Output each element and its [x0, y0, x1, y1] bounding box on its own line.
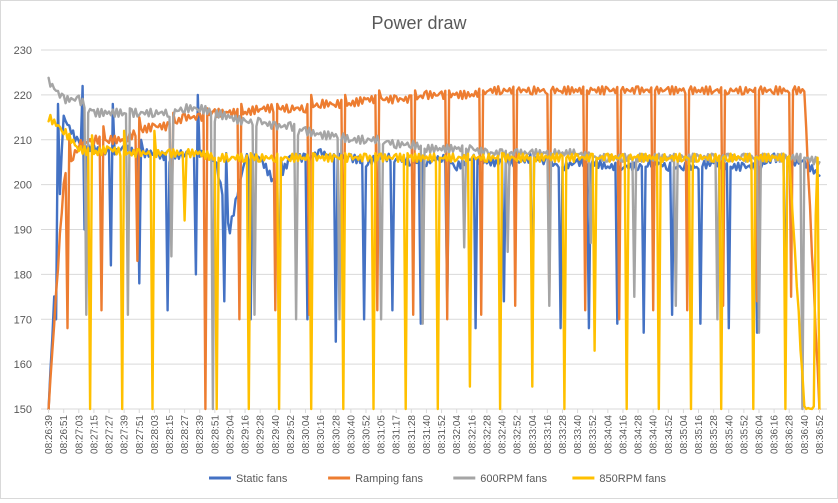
x-tick-label: 08:29:16: [241, 415, 252, 454]
legend: Static fans Ramping fans 600RPM fans 850RPM…: [209, 473, 667, 485]
x-tick-label: 08:34:04: [603, 415, 614, 454]
x-tick-label: 08:36:28: [785, 415, 796, 454]
x-tick-label: 08:34:28: [634, 415, 645, 454]
x-tick-label: 08:27:39: [120, 415, 131, 454]
x-tick-label: 08:27:27: [105, 415, 116, 454]
x-tick-label: 08:29:52: [286, 415, 297, 454]
x-tick-label: 08:31:28: [407, 415, 418, 454]
x-tick-label: 08:33:28: [558, 415, 569, 454]
x-tick-label: 08:32:52: [513, 415, 524, 454]
x-axis-ticks: 08:26:39 08:26:51 08:27:03 08:27:15 08:27:27…: [44, 409, 826, 454]
chart-title: Power draw: [371, 13, 467, 33]
x-tick-label: 08:33:04: [528, 415, 539, 454]
series-layer: [47, 76, 821, 411]
y-tick-label: 220: [14, 90, 32, 102]
x-tick-label: 08:36:16: [770, 415, 781, 454]
x-tick-label: 08:29:28: [256, 415, 267, 454]
gridlines: [41, 49, 827, 410]
y-tick-label: 230: [14, 45, 32, 57]
x-tick-label: 08:31:05: [377, 415, 388, 454]
x-tick-label: 08:30:04: [301, 415, 312, 454]
x-tick-label: 08:35:52: [739, 415, 750, 454]
y-tick-label: 180: [14, 269, 32, 281]
y-tick-label: 210: [14, 135, 32, 147]
x-tick-label: 08:35:04: [679, 415, 690, 454]
x-tick-label: 08:33:16: [543, 415, 554, 454]
x-tick-label: 08:30:28: [331, 415, 342, 454]
legend-label: 600RPM fans: [480, 473, 547, 485]
x-tick-label: 08:33:52: [588, 415, 599, 454]
x-tick-label: 08:28:51: [210, 415, 221, 454]
x-tick-label: 08:35:16: [694, 415, 705, 454]
x-tick-label: 08:28:03: [150, 415, 161, 454]
x-tick-label: 08:32:16: [467, 415, 478, 454]
x-tick-label: 08:35:28: [709, 415, 720, 454]
x-tick-label: 08:30:52: [361, 415, 372, 454]
x-tick-label: 08:29:40: [271, 415, 282, 454]
x-tick-label: 08:32:40: [498, 415, 509, 454]
legend-label: 850RPM fans: [599, 473, 666, 485]
x-tick-label: 08:36:52: [815, 415, 826, 454]
x-tick-label: 08:31:17: [392, 415, 403, 454]
x-tick-label: 08:34:52: [664, 415, 675, 454]
x-tick-label: 08:27:51: [135, 415, 146, 454]
x-tick-label: 08:36:04: [754, 415, 765, 454]
x-tick-label: 08:32:04: [452, 415, 463, 454]
series-line: [47, 85, 821, 411]
y-tick-label: 190: [14, 225, 32, 237]
legend-label: Static fans: [236, 473, 288, 485]
x-tick-label: 08:26:39: [44, 415, 55, 454]
y-tick-label: 200: [14, 180, 32, 192]
x-tick-label: 08:35:40: [724, 415, 735, 454]
x-tick-label: 08:33:40: [573, 415, 584, 454]
y-tick-label: 170: [14, 314, 32, 326]
x-tick-label: 08:32:28: [482, 415, 493, 454]
series-line: [47, 113, 821, 411]
y-tick-label: 150: [14, 404, 32, 416]
x-tick-label: 08:36:40: [800, 415, 811, 454]
x-tick-label: 08:26:51: [59, 415, 70, 454]
x-tick-label: 08:34:40: [649, 415, 660, 454]
x-tick-label: 08:29:04: [225, 415, 236, 454]
series-line: [47, 76, 821, 411]
x-tick-label: 08:31:40: [422, 415, 433, 454]
series-line: [47, 84, 821, 411]
x-tick-label: 08:27:15: [89, 415, 100, 454]
legend-label: Ramping fans: [355, 473, 423, 485]
x-tick-label: 08:28:27: [180, 415, 191, 454]
x-tick-label: 08:27:03: [74, 415, 85, 454]
y-tick-label: 160: [14, 359, 32, 371]
x-tick-label: 08:30:40: [346, 415, 357, 454]
x-tick-label: 08:34:16: [618, 415, 629, 454]
x-tick-label: 08:30:16: [316, 415, 327, 454]
y-axis-ticks: 150 160 170 180 190 200 210 220 230: [14, 45, 32, 416]
x-tick-label: 08:28:15: [165, 415, 176, 454]
x-tick-label: 08:28:39: [195, 415, 206, 454]
x-tick-label: 08:31:52: [437, 415, 448, 454]
